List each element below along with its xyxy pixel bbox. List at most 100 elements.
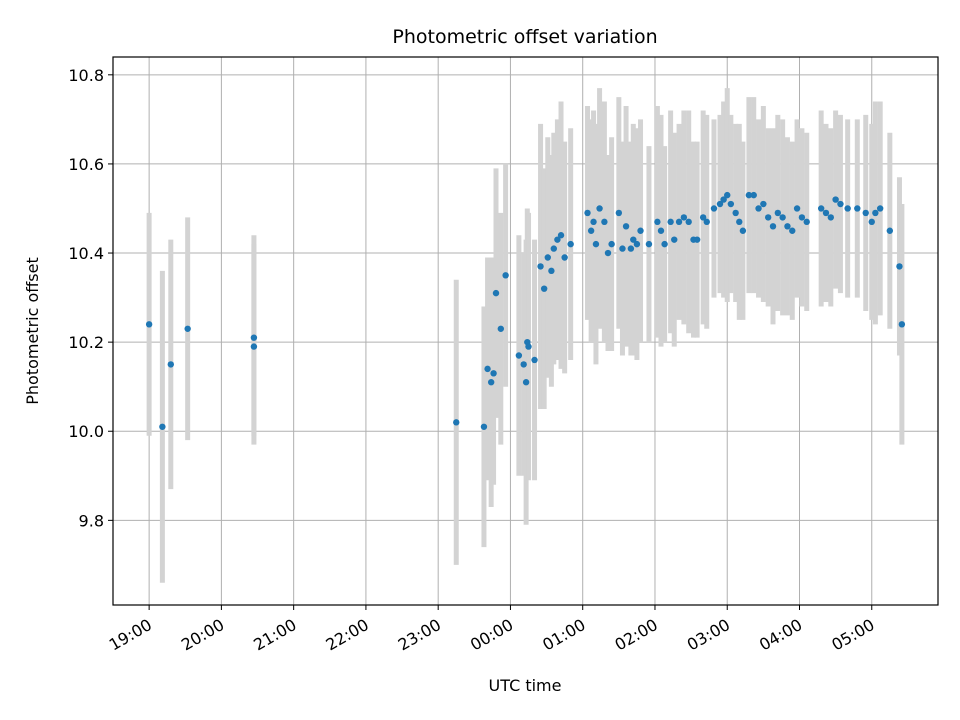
- data-point: [537, 263, 544, 270]
- x-tick-label: 02:00: [612, 615, 661, 655]
- x-tick-label: 21:00: [250, 615, 299, 655]
- x-axis-ticks: 19:00 20:00 21:00 22:00 23:00 00:00 01:00 02:00…: [106, 605, 878, 655]
- data-point: [619, 245, 626, 252]
- data-point: [515, 352, 523, 359]
- data-point: [732, 209, 739, 217]
- data-point: [779, 214, 786, 221]
- data-point: [645, 240, 653, 248]
- data-point: [627, 245, 635, 252]
- data-point: [876, 205, 884, 212]
- data-point: [544, 254, 551, 261]
- data-point: [657, 227, 665, 234]
- x-axis-label: UTC time: [489, 676, 562, 695]
- data-point: [637, 227, 644, 234]
- data-point: [671, 236, 678, 243]
- data-point: [567, 240, 574, 248]
- data-point: [854, 205, 861, 212]
- data-point: [487, 379, 495, 386]
- data-point: [492, 289, 500, 297]
- data-point: [525, 343, 532, 350]
- data-point: [832, 196, 839, 203]
- data-point: [633, 240, 641, 248]
- data-point: [497, 325, 505, 332]
- data-point: [484, 365, 491, 373]
- y-tick-label: 10.0: [68, 422, 104, 441]
- x-tick-label: 23:00: [395, 615, 444, 655]
- data-point: [550, 245, 558, 252]
- data-point: [716, 200, 724, 208]
- data-point: [685, 218, 692, 226]
- data-point: [710, 205, 718, 212]
- data-point: [584, 209, 591, 217]
- data-point: [654, 218, 661, 226]
- chart-title: Photometric offset variation: [392, 26, 657, 48]
- data-point: [557, 232, 565, 239]
- data-point: [596, 205, 603, 212]
- data-point: [167, 361, 175, 368]
- y-axis-label: Photometric offset: [23, 257, 42, 405]
- x-tick-label: 03:00: [684, 615, 733, 655]
- y-tick-label: 10.6: [68, 155, 104, 174]
- data-point: [720, 196, 727, 203]
- data-point: [587, 227, 595, 234]
- data-point: [453, 419, 460, 426]
- data-point: [793, 205, 801, 212]
- data-point: [250, 343, 258, 350]
- x-tick-label: 22:00: [322, 615, 371, 655]
- data-point: [615, 209, 623, 217]
- data-point: [798, 214, 806, 221]
- y-tick-label: 10.2: [68, 333, 104, 352]
- data-point: [862, 209, 869, 217]
- data-point: [789, 227, 796, 234]
- data-point: [764, 214, 772, 221]
- data-point: [739, 227, 747, 234]
- y-tick-label: 10.8: [68, 66, 104, 85]
- x-tick-label: 05:00: [828, 615, 877, 655]
- data-point: [667, 218, 674, 226]
- data-point: [703, 218, 710, 226]
- y-axis-ticks: 9.8 10.0 10.2 10.4 10.6 10.8: [68, 66, 113, 530]
- data-point: [145, 321, 153, 328]
- data-point: [886, 227, 894, 234]
- data-point: [522, 379, 530, 386]
- data-point: [760, 200, 767, 208]
- data-point: [784, 223, 791, 230]
- x-tick-label: 20:00: [178, 615, 227, 655]
- data-point: [803, 218, 810, 226]
- data-point: [896, 263, 903, 270]
- data-point: [693, 236, 701, 243]
- data-point: [554, 236, 561, 243]
- x-tick-label: 04:00: [756, 615, 805, 655]
- data-point: [844, 205, 851, 212]
- data-point: [680, 214, 688, 221]
- data-point: [727, 200, 735, 208]
- data-point: [520, 361, 527, 368]
- data-point: [827, 214, 835, 221]
- data-point: [898, 321, 906, 328]
- data-point: [601, 218, 608, 226]
- x-tick-label: 00:00: [467, 615, 516, 655]
- data-point: [159, 423, 166, 430]
- y-tick-label: 9.8: [79, 511, 104, 530]
- data-point: [250, 334, 258, 341]
- plot-frame: [112, 56, 939, 606]
- data-points: [145, 191, 906, 430]
- data-point: [675, 218, 683, 226]
- data-point: [590, 218, 597, 226]
- data-point: [480, 423, 488, 430]
- data-point: [872, 209, 879, 217]
- data-point: [769, 223, 777, 230]
- x-tick-label: 19:00: [106, 615, 155, 655]
- data-point: [817, 205, 825, 212]
- x-tick-label: 01:00: [539, 615, 588, 655]
- data-point: [868, 218, 875, 226]
- data-point: [490, 370, 497, 377]
- data-point: [540, 285, 548, 292]
- data-point: [724, 191, 731, 199]
- data-point: [548, 267, 555, 275]
- data-point: [837, 200, 844, 208]
- data-point: [604, 249, 612, 257]
- data-point: [774, 209, 782, 217]
- data-point: [755, 205, 762, 212]
